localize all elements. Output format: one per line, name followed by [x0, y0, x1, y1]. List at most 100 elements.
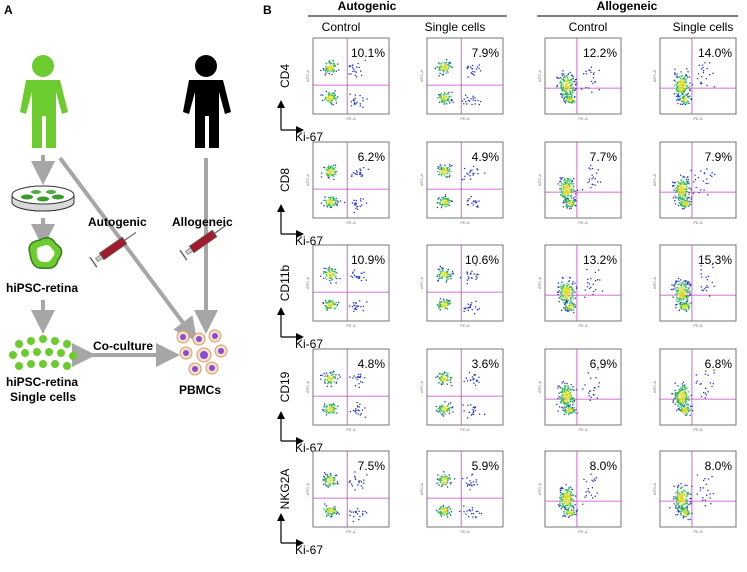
data-dot [568, 395, 570, 398]
data-dot [559, 80, 562, 82]
data-dot [561, 191, 563, 193]
data-dot [477, 99, 479, 102]
data-dot [439, 268, 441, 270]
data-dot [331, 508, 333, 510]
data-dot [680, 187, 682, 189]
data-dot [322, 409, 324, 412]
data-dot [565, 291, 568, 293]
data-dot [362, 97, 364, 99]
data-dot [566, 396, 568, 398]
data-dot [683, 502, 685, 504]
data-dot [365, 279, 367, 281]
data-dot [584, 384, 586, 386]
data-dot [681, 182, 683, 184]
data-dot [350, 65, 352, 67]
data-dot [570, 505, 572, 507]
data-dot [333, 274, 335, 276]
data-dot [688, 410, 690, 412]
data-dot [334, 476, 336, 479]
data-dot [329, 411, 331, 413]
data-dot [567, 297, 569, 299]
data-dot [567, 502, 570, 505]
data-dot [687, 196, 689, 199]
data-dot [561, 276, 563, 279]
data-dot [559, 296, 562, 298]
data-dot [330, 406, 332, 408]
data-dot [682, 288, 685, 290]
data-dot [474, 199, 477, 202]
data-dot [688, 102, 690, 105]
data-dot [444, 100, 446, 103]
data-dot [683, 88, 685, 90]
data-dot [326, 204, 328, 206]
data-dot [326, 303, 329, 305]
panel-a: A [4, 3, 233, 404]
data-dot [589, 168, 592, 170]
data-dot [443, 197, 446, 199]
data-dot [439, 171, 441, 173]
data-dot [331, 196, 333, 198]
data-dot [444, 301, 447, 303]
data-dot [681, 385, 684, 388]
data-dot [594, 177, 596, 180]
data-dot [683, 76, 686, 79]
data-dot [681, 409, 683, 412]
data-dot [567, 73, 570, 75]
data-dot [459, 276, 462, 279]
data-dot [565, 79, 567, 82]
data-dot [673, 503, 675, 505]
data-dot [566, 80, 568, 82]
data-dot [447, 171, 449, 173]
data-dot [683, 406, 685, 408]
data-dot [572, 398, 574, 400]
data-dot [355, 408, 357, 410]
data-dot [687, 201, 689, 204]
data-dot [466, 273, 469, 275]
data-dot [699, 487, 702, 489]
data-dot [484, 172, 486, 174]
plot-frame [544, 141, 622, 219]
data-dot [683, 385, 686, 387]
data-dot [327, 168, 329, 170]
data-dot [686, 503, 689, 505]
data-dot [676, 87, 678, 89]
data-dot [334, 166, 336, 169]
data-dot [327, 271, 330, 273]
data-dot [568, 192, 571, 194]
plot-axis-x-label: PE-A [578, 116, 588, 121]
data-dot [683, 188, 686, 190]
data-dot [683, 296, 685, 298]
data-dot [570, 504, 572, 506]
data-dot [358, 376, 360, 379]
data-dot [683, 182, 686, 185]
data-dot [569, 71, 571, 74]
data-dot [674, 393, 676, 395]
data-dot [683, 290, 686, 293]
data-dot [675, 282, 677, 284]
data-dot [682, 507, 684, 509]
data-dot [447, 198, 450, 200]
data-dot [675, 95, 678, 98]
data-dot [332, 508, 334, 510]
data-dot [324, 378, 327, 381]
data-dot [442, 513, 444, 515]
data-dot [556, 84, 559, 86]
data-dot [675, 307, 677, 309]
data-dot [682, 396, 684, 398]
data-dot [329, 472, 332, 475]
data-dot [565, 81, 567, 83]
data-dot [329, 380, 331, 382]
data-dot [590, 494, 593, 496]
data-dot [681, 292, 683, 294]
data-dot [689, 187, 691, 189]
data-dot [677, 284, 679, 286]
data-dot [568, 404, 570, 406]
data-dot [332, 407, 334, 410]
data-dot [443, 378, 446, 380]
data-dot [444, 96, 447, 99]
data-dot [570, 395, 573, 397]
